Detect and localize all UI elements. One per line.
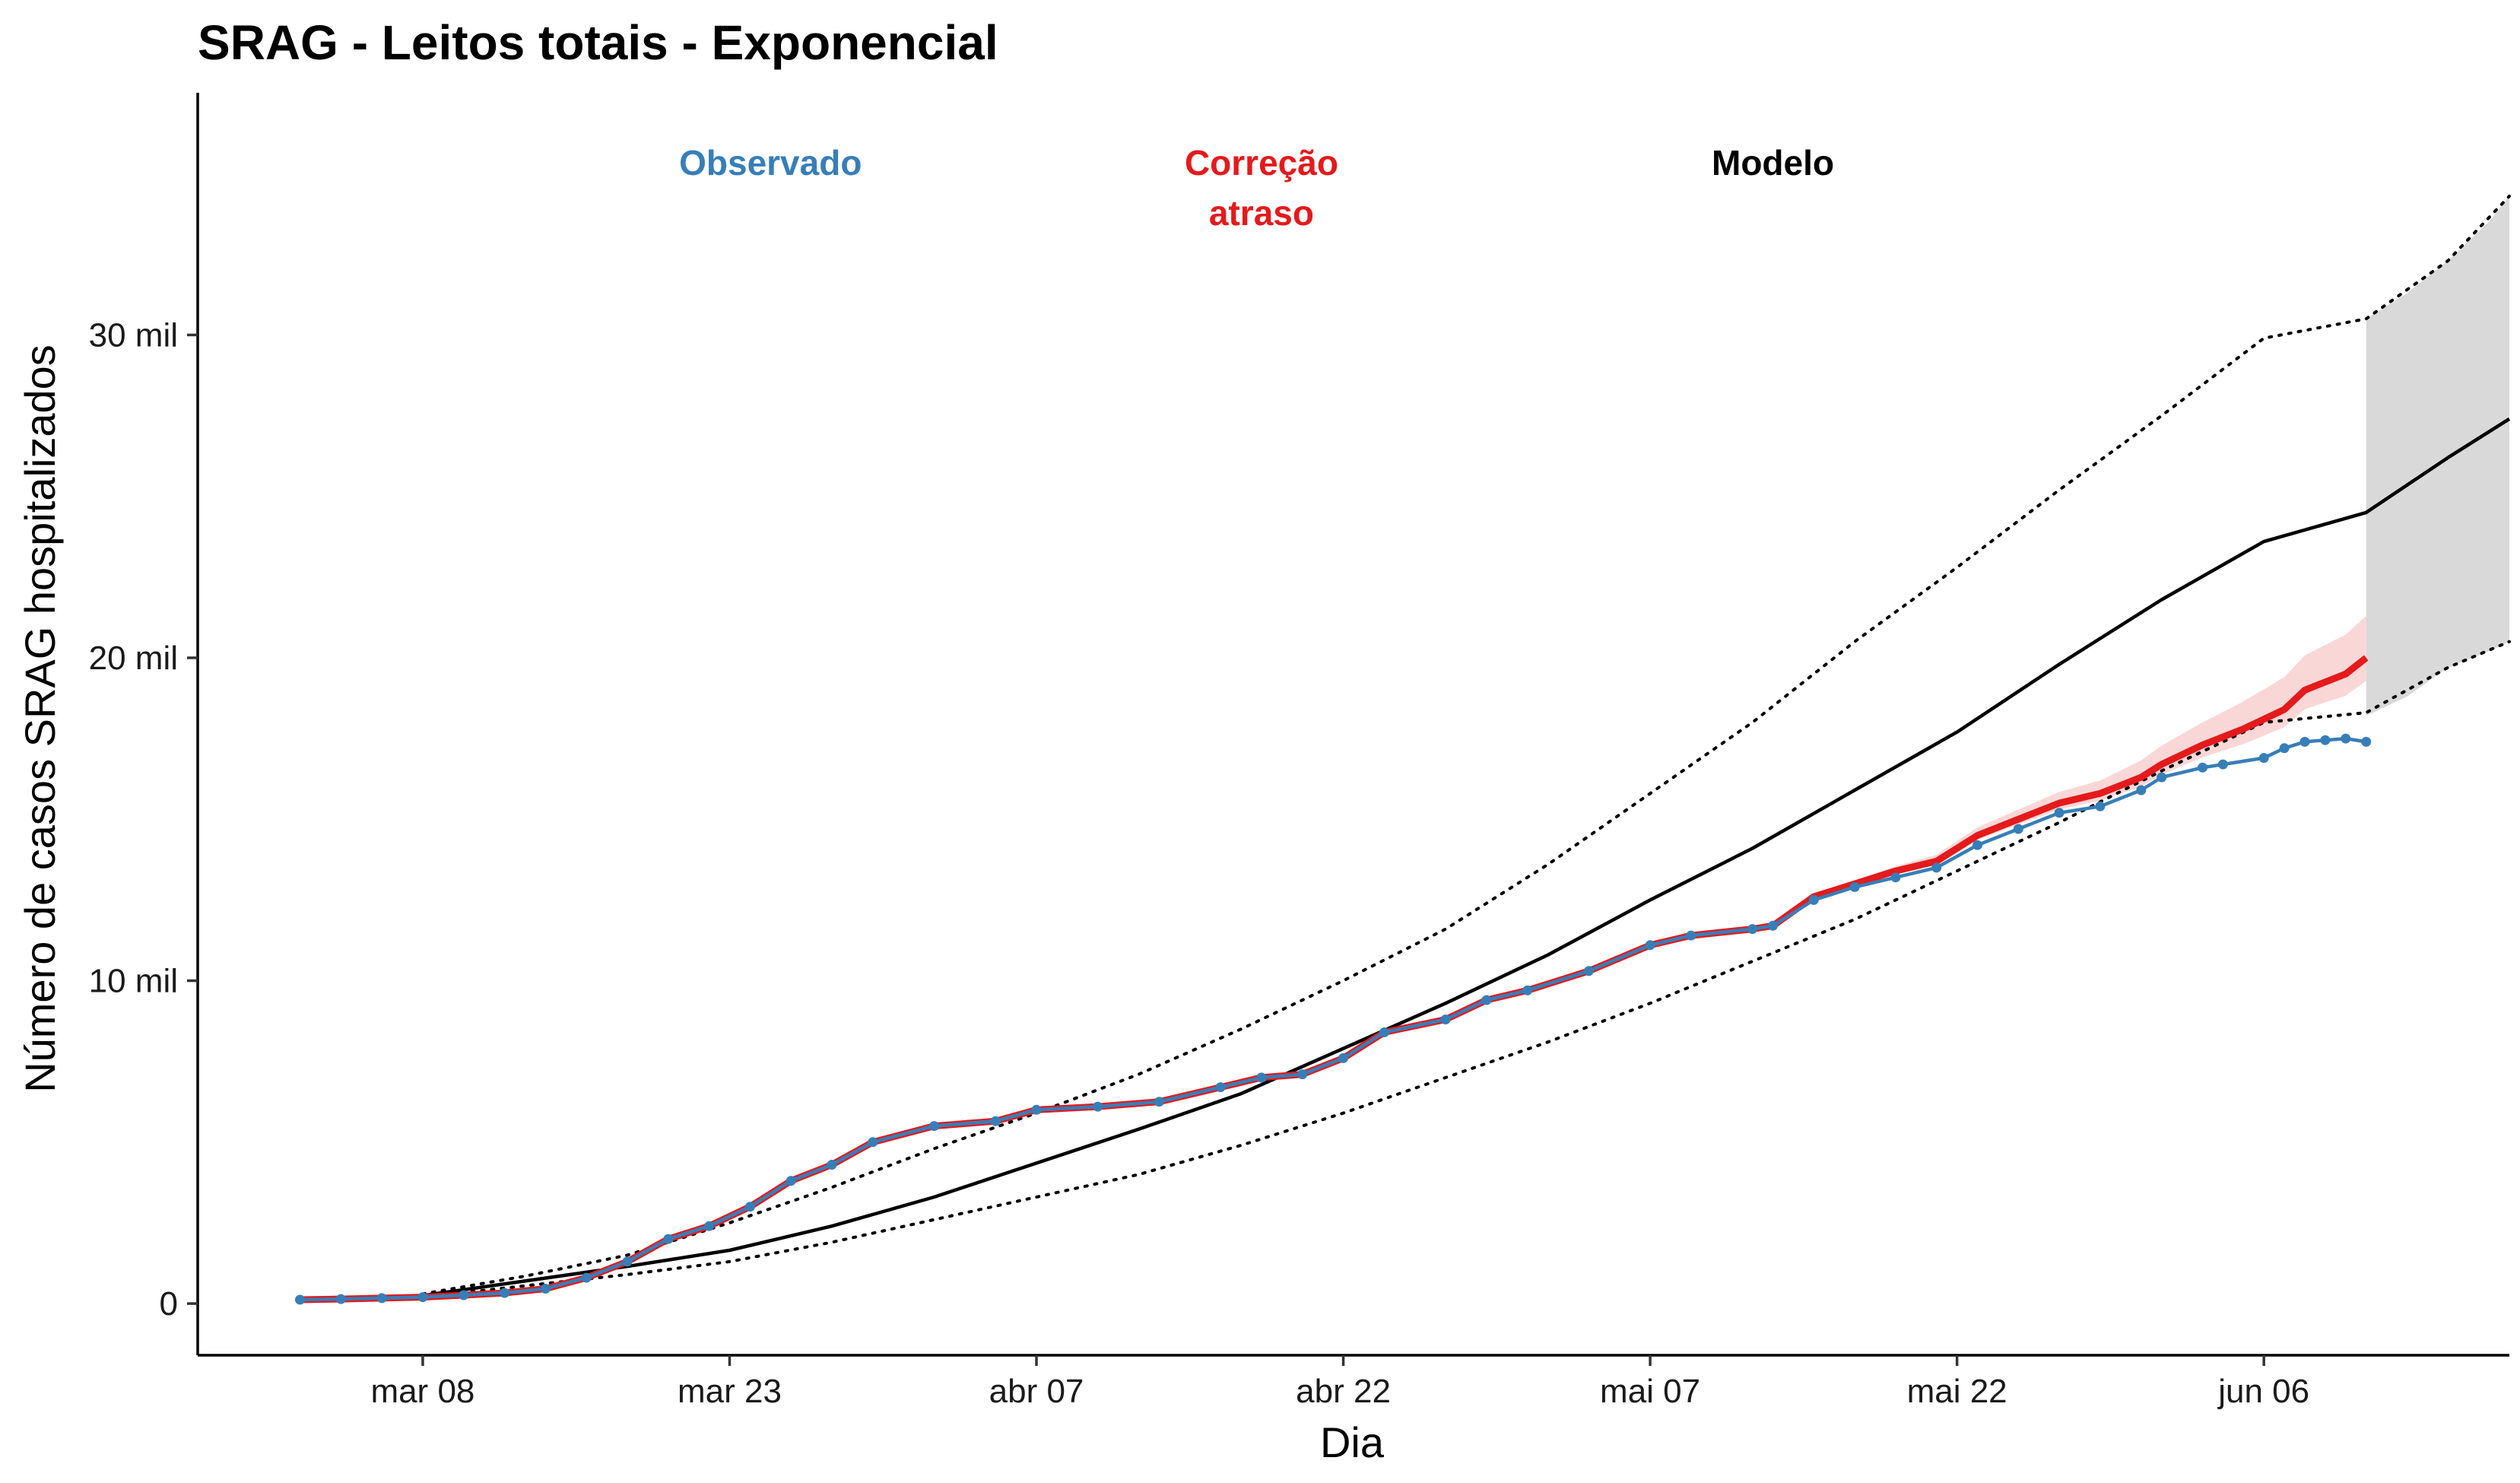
- observado-point: [786, 1176, 796, 1186]
- plot-area: [295, 194, 2511, 1305]
- observado-point: [2095, 801, 2106, 811]
- chart-title: SRAG - Leitos totais - Exponencial: [198, 15, 998, 70]
- observado-point: [1379, 1027, 1389, 1037]
- observado-point: [1481, 995, 1492, 1005]
- observado-point: [622, 1256, 633, 1267]
- observado-point: [2198, 762, 2207, 773]
- observado-point: [704, 1221, 715, 1231]
- x-tick-label: jun 06: [2217, 1373, 2309, 1410]
- observado-point: [1583, 966, 1594, 976]
- observado-point: [2341, 733, 2351, 744]
- observado-point: [1522, 985, 1533, 996]
- observado-point: [1031, 1104, 1042, 1115]
- x-tick-label: abr 07: [989, 1373, 1084, 1410]
- series-annotations: Observado Correção atraso Modelo: [679, 143, 1834, 233]
- annotation-line: atraso: [1209, 193, 1314, 233]
- annotation-line: Correção: [1185, 143, 1338, 183]
- x-axis-title: Dia: [1320, 1418, 1385, 1466]
- annotation-1: Correção atraso: [1185, 143, 1338, 233]
- observado-point: [2217, 759, 2228, 770]
- modelo-line: [422, 417, 2511, 1297]
- observado-point: [376, 1293, 387, 1304]
- observado-point: [2258, 753, 2269, 764]
- observado-point: [1973, 840, 1982, 850]
- observado-point: [827, 1160, 837, 1170]
- annotation-line: Modelo: [1712, 143, 1834, 183]
- observado-point: [1440, 1015, 1451, 1024]
- observado-point: [1338, 1053, 1348, 1063]
- observado-point: [2136, 785, 2147, 795]
- observado-point: [868, 1137, 878, 1148]
- observado-point: [1768, 920, 1778, 931]
- annotation-2: Modelo: [1712, 143, 1834, 183]
- observado-point: [2157, 772, 2167, 783]
- observado-point: [1931, 862, 1942, 873]
- y-tick-label: 20 mil: [89, 640, 178, 677]
- observado-point: [1154, 1097, 1164, 1107]
- observado-point: [1747, 924, 1758, 935]
- observado-point: [1686, 930, 1696, 941]
- observado-point: [500, 1288, 509, 1298]
- y-tick-label: 30 mil: [89, 316, 178, 354]
- observado-point: [1645, 940, 1655, 951]
- x-tick-label: mar 08: [370, 1373, 474, 1410]
- observado-point: [2054, 808, 2065, 818]
- y-tick-label: 0: [160, 1285, 178, 1323]
- observado-point: [335, 1294, 346, 1304]
- observado-point: [1890, 872, 1901, 883]
- observado-point: [929, 1121, 939, 1132]
- observado-point: [1808, 894, 1819, 905]
- axes: mar 08 mar 23 abr 07 abr 22 mai 07 mai 22 jun …: [89, 93, 2509, 1410]
- observado-point: [2279, 743, 2290, 754]
- observado-point: [990, 1116, 1001, 1126]
- observado-point: [581, 1272, 592, 1283]
- observado-point: [1297, 1069, 1308, 1080]
- observado-point: [1215, 1082, 1226, 1093]
- observado-point: [540, 1284, 551, 1294]
- observado-point: [295, 1294, 305, 1305]
- observado-point: [663, 1234, 674, 1244]
- observado-point: [2013, 824, 2023, 834]
- observado-point: [1256, 1072, 1267, 1083]
- x-tick-label: mar 23: [678, 1373, 782, 1410]
- x-tick-label: abr 22: [1296, 1373, 1391, 1410]
- y-tick-label: 10 mil: [89, 963, 178, 1000]
- observado-point: [417, 1292, 428, 1303]
- y-axis-title: Número de casos SRAG hospitalizados: [16, 345, 64, 1093]
- forecast-band: [2366, 195, 2509, 716]
- annotation-0: Observado: [679, 143, 862, 183]
- annotation-line: Observado: [679, 143, 862, 183]
- observado-point: [2320, 735, 2331, 745]
- x-tick-label: mai 22: [1907, 1373, 2007, 1410]
- correcao-line: [300, 655, 2369, 1304]
- observado-point: [2361, 736, 2372, 747]
- modelo-superior-line: [421, 194, 2511, 1296]
- observado-point: [459, 1290, 469, 1300]
- observado-point: [744, 1202, 755, 1212]
- x-tick-label: mai 07: [1600, 1373, 1700, 1410]
- observado-point: [1849, 881, 1860, 892]
- observado-point: [2299, 736, 2310, 747]
- observado-point: [1093, 1101, 1103, 1112]
